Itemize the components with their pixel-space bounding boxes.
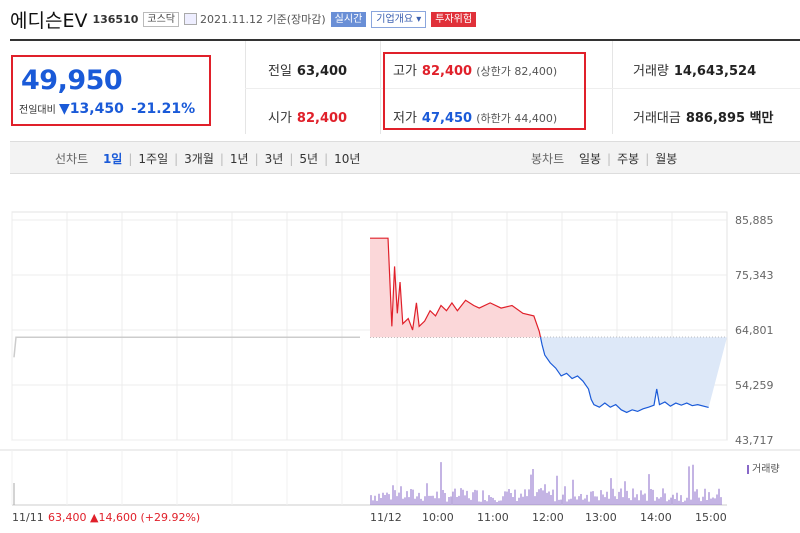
high-low-highlight	[383, 52, 586, 130]
tab-separator: |	[254, 152, 259, 166]
y-tick-label: 85,885	[735, 214, 774, 227]
line-chart-label: 선차트	[55, 152, 89, 166]
tab-period-4[interactable]: 3년	[264, 152, 284, 166]
trade-amount: 거래대금 886,895 백만	[633, 111, 774, 126]
x-tick-label: 15:00	[695, 511, 727, 524]
prev-day-close: 63,400	[48, 511, 87, 524]
x-tick-label: 13:00	[585, 511, 617, 524]
change-amount: 13,450	[69, 101, 124, 117]
tab-separator: |	[324, 152, 329, 166]
calendar-icon	[184, 13, 197, 25]
company-overview-button[interactable]: 기업개요 ▾	[371, 10, 427, 28]
tab-candle-2[interactable]: 월봉	[655, 152, 678, 166]
current-price: 49,950	[21, 65, 123, 96]
prev-close: 전일 63,400	[268, 64, 348, 79]
divider	[245, 41, 246, 134]
as-of-date: 2021.11.12 기준(장마감)	[200, 13, 326, 26]
y-tick-label: 75,343	[735, 269, 774, 282]
tab-period-3[interactable]: 1년	[229, 152, 249, 166]
market-badge: 코스닥	[143, 11, 179, 27]
trade-volume: 거래량 14,643,524	[633, 64, 757, 79]
header-divider	[10, 39, 800, 41]
change-label: 전일대비	[19, 105, 56, 116]
tab-separator: |	[645, 152, 650, 166]
divider	[380, 41, 381, 134]
candle-chart-label: 봉차트	[531, 152, 565, 166]
prev-day-change: ▲14,600 (+29.92%)	[90, 511, 200, 524]
change-percent: -21.21%	[131, 101, 196, 117]
high-price: 고가 82,400 (상한가 82,400)	[393, 64, 558, 79]
investment-risk-badge[interactable]: 투자위험	[431, 11, 477, 27]
x-tick-label: 12:00	[532, 511, 564, 524]
y-tick-label: 54,259	[735, 379, 774, 392]
y-tick-label: 43,717	[735, 434, 774, 447]
chart-tabs: 선차트 1일 | 1주일 | 3개월 | 1년 | 3년 | 5년 | 10년 봉차트 일봉 | 주봉 | 월봉	[10, 141, 800, 174]
open-price: 시가 82,400	[268, 111, 348, 126]
tab-separator: |	[219, 152, 224, 166]
tab-candle-1[interactable]: 주봉	[617, 152, 640, 166]
candle-chart-tabs: 봉차트 일봉 | 주봉 | 월봉	[528, 150, 680, 167]
x-tick-label: 14:00	[640, 511, 672, 524]
stock-header: 에디슨EV 136510 코스닥 2021.11.12 기준(장마감) 실시간 …	[10, 6, 477, 32]
tab-candle-0[interactable]: 일봉	[578, 152, 602, 166]
line-chart-tabs: 선차트 1일 | 1주일 | 3개월 | 1년 | 3년 | 5년 | 10년	[52, 150, 363, 167]
realtime-button[interactable]: 실시간	[330, 11, 367, 27]
stock-code: 136510	[92, 12, 139, 26]
stock-name: 에디슨EV	[10, 9, 88, 32]
tab-period-0[interactable]: 1일	[102, 152, 123, 166]
volume-legend: 거래량	[747, 460, 780, 475]
tab-separator: |	[174, 152, 179, 166]
y-tick-label: 64,801	[735, 324, 774, 337]
price-line-up	[370, 237, 542, 338]
low-price: 저가 47,450 (하한가 44,400)	[393, 111, 558, 126]
below-reference-fill	[540, 337, 727, 413]
price-chart: 85,885 75,343 64,801 54,259 43,717 11/11 63,40…	[0, 211, 800, 524]
price-line-down	[539, 337, 709, 414]
tab-period-5[interactable]: 5년	[299, 152, 319, 166]
tab-period-1[interactable]: 1주일	[138, 152, 169, 166]
x-label-day: 11/12	[370, 511, 402, 524]
x-tick-label: 11:00	[477, 511, 509, 524]
divider	[612, 41, 613, 134]
tab-period-2[interactable]: 3개월	[184, 152, 214, 166]
current-price-box: 49,950 전일대비 ▼13,450 -21.21%	[11, 55, 211, 126]
x-tick-label: 10:00	[422, 511, 454, 524]
prev-day-line	[13, 336, 360, 358]
above-reference-fill	[370, 238, 541, 338]
tab-separator: |	[607, 152, 612, 166]
tab-period-6[interactable]: 10년	[334, 152, 361, 166]
down-arrow-icon: ▼	[59, 101, 70, 117]
tab-separator: |	[289, 152, 294, 166]
divider	[245, 88, 800, 89]
price-change: 전일대비 ▼13,450 -21.21%	[19, 101, 195, 117]
tab-separator: |	[128, 152, 133, 166]
x-label-prev-day: 11/11	[12, 511, 44, 524]
